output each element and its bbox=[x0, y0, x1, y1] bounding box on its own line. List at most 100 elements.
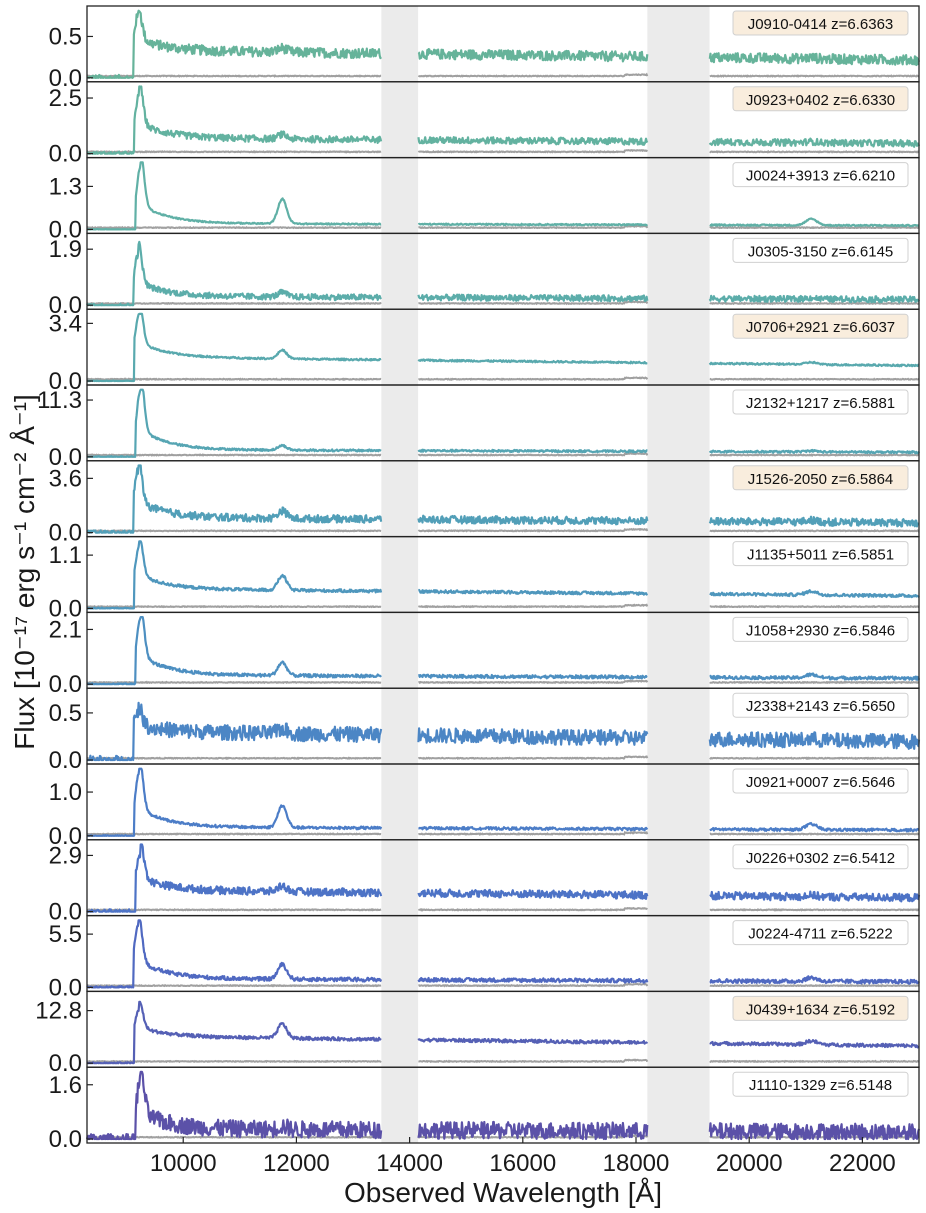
flux-spectrum-line bbox=[709, 890, 921, 903]
error-spectrum-line bbox=[418, 224, 649, 230]
error-spectrum-line bbox=[709, 377, 920, 381]
error-spectrum-line bbox=[417, 72, 649, 78]
spectrum-label: J0024+3913 z=6.6210 bbox=[746, 168, 895, 185]
spectrum-label-box bbox=[732, 692, 909, 718]
flux-spectrum-line bbox=[417, 448, 648, 454]
error-spectrum-line bbox=[86, 74, 382, 78]
error-spectrum-line bbox=[86, 907, 382, 912]
flux-spectrum-line bbox=[417, 47, 649, 63]
flux-spectrum-line bbox=[417, 1037, 649, 1045]
flux-spectrum-line bbox=[86, 9, 382, 79]
spectrum-label-box bbox=[732, 616, 909, 642]
y-tick-label: 0.5 bbox=[49, 23, 82, 50]
flux-spectrum-line bbox=[86, 161, 382, 231]
error-spectrum-line bbox=[418, 830, 649, 836]
flux-spectrum-line bbox=[417, 222, 649, 227]
y-tick-label: 11.3 bbox=[37, 387, 82, 414]
error-spectrum-line bbox=[417, 603, 649, 609]
error-spectrum-line bbox=[709, 301, 919, 306]
flux-spectrum-line bbox=[708, 448, 920, 455]
error-spectrum-line bbox=[709, 149, 920, 154]
spectrum-label: J1058+2930 z=6.5846 bbox=[746, 622, 895, 639]
flux-spectrum-line bbox=[86, 843, 383, 913]
x-tick-label: 20000 bbox=[716, 1150, 783, 1177]
y-tick-label: 0.0 bbox=[49, 974, 82, 1001]
x-tick-label: 10000 bbox=[150, 1150, 217, 1177]
error-spectrum-line bbox=[86, 1059, 382, 1064]
error-spectrum-line bbox=[709, 604, 920, 609]
y-tick-label: 0.0 bbox=[49, 1126, 82, 1153]
spectrum-label: J1110-1329 z=6.5148 bbox=[749, 1077, 892, 1094]
telluric-gap-bands bbox=[381, 6, 710, 1143]
flux-spectrum-line bbox=[709, 589, 920, 599]
spectrum-panel: 0.0 1.0 J0921+0007 z=6.5646 bbox=[49, 763, 920, 850]
y-tick-label: 1.1 bbox=[49, 542, 82, 569]
spectrum-label: J1526-2050 z=6.5864 bbox=[748, 471, 894, 488]
spectrum-panel: 0.0 5.5 J0224-4711 z=6.5222 bbox=[49, 914, 920, 1001]
gap-band-1 bbox=[647, 6, 710, 1143]
error-spectrum-line bbox=[418, 376, 649, 382]
flux-spectrum-line bbox=[85, 240, 382, 307]
spectrum-panel: 0.0 2.5 J0923+0402 z=6.6330 bbox=[49, 81, 921, 168]
y-tick-label: 0.0 bbox=[49, 899, 82, 926]
flux-spectrum-line bbox=[709, 672, 921, 681]
y-tick-label: 2.1 bbox=[49, 616, 82, 643]
flux-spectrum-line bbox=[418, 673, 648, 680]
y-tick-label: 12.8 bbox=[35, 998, 82, 1025]
gap-band-0 bbox=[381, 6, 419, 1143]
spectrum-panel: 0.0 0.5 J0910-0414 z=6.6363 bbox=[49, 5, 921, 92]
y-tick-label: 1.9 bbox=[49, 236, 82, 263]
spectrum-panel: 0.0 3.4 J0706+2921 z=6.6037 bbox=[49, 308, 920, 395]
spectrum-label: J0224-4711 z=6.5222 bbox=[748, 926, 892, 943]
spectrum-panel: 0.0 2.1 J1058+2930 z=6.5846 bbox=[49, 611, 921, 698]
flux-spectrum-line bbox=[86, 312, 382, 383]
spectrum-panel: 0.0 12.8 J0439+1634 z=6.5192 bbox=[35, 990, 920, 1077]
y-tick-label: 0.0 bbox=[49, 747, 82, 774]
error-spectrum-line bbox=[417, 148, 649, 154]
error-spectrum-line bbox=[418, 906, 649, 912]
spectrum-label-box bbox=[732, 162, 909, 188]
spectrum-panel: 0.0 11.3 J2132+1217 z=6.5881 bbox=[37, 384, 920, 471]
y-tick-label: 0.0 bbox=[49, 671, 82, 698]
error-spectrum-line bbox=[86, 756, 382, 761]
flux-spectrum-line bbox=[86, 615, 382, 686]
flux-spectrum-line bbox=[86, 767, 383, 837]
spectrum-label-box bbox=[732, 389, 909, 415]
spectrum-label-box bbox=[732, 920, 909, 946]
y-tick-label: 0.0 bbox=[49, 444, 82, 471]
error-spectrum-line bbox=[417, 451, 649, 457]
spectrum-panel: 0.0 0.5 J2338+2143 z=6.5650 bbox=[49, 687, 921, 774]
spectrum-label-box bbox=[732, 768, 909, 794]
flux-spectrum-line bbox=[708, 294, 920, 304]
spectrum-label-box bbox=[732, 10, 909, 36]
y-tick-label: 0.0 bbox=[49, 520, 82, 547]
spectrum-label: J2338+2143 z=6.5650 bbox=[746, 698, 895, 715]
y-tick-label: 5.5 bbox=[49, 921, 82, 948]
error-spectrum-line bbox=[418, 300, 649, 306]
x-tick-label: 14000 bbox=[376, 1150, 443, 1177]
y-tick-label: 2.5 bbox=[49, 85, 82, 112]
flux-spectrum-line bbox=[417, 727, 649, 746]
error-spectrum-line bbox=[709, 1059, 920, 1064]
x-axis-label: Observed Wavelength [Å] bbox=[344, 1177, 662, 1208]
spectrum-label: J0910-0414 z=6.6363 bbox=[748, 16, 894, 33]
y-tick-label: 0.0 bbox=[49, 1050, 82, 1077]
error-spectrum-line bbox=[418, 982, 649, 988]
spectrum-label-box bbox=[732, 313, 909, 339]
x-tick-label: 22000 bbox=[829, 1150, 896, 1177]
y-tick-label: 0.0 bbox=[49, 368, 82, 395]
error-spectrum-line bbox=[709, 983, 920, 988]
y-tick-label: 3.4 bbox=[49, 310, 82, 337]
y-tick-label: 1.6 bbox=[49, 1072, 82, 1099]
error-spectrum-line bbox=[709, 832, 920, 836]
y-tick-label: 0.0 bbox=[49, 141, 82, 168]
spectrum-panel: 0.0 3.6 J1526-2050 z=6.5864 bbox=[49, 460, 920, 547]
error-spectrum-line bbox=[86, 983, 382, 988]
error-spectrum-line bbox=[86, 225, 382, 230]
y-tick-label: 3.6 bbox=[49, 465, 82, 492]
spectrum-label-box bbox=[732, 995, 909, 1021]
spectrum-label: J1135+5011 z=6.5851 bbox=[747, 547, 894, 564]
flux-spectrum-line bbox=[86, 540, 383, 610]
spectrum-label: J0226+0302 z=6.5412 bbox=[746, 850, 895, 867]
